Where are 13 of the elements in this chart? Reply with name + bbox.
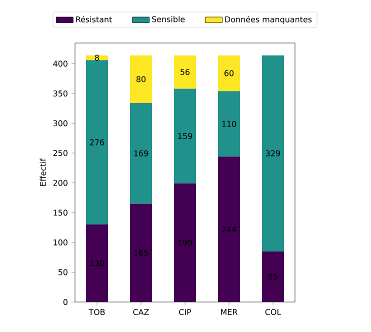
bar [218, 55, 240, 92]
bar [262, 55, 284, 252]
bar [86, 224, 108, 302]
bar [130, 204, 152, 302]
bar [130, 55, 152, 103]
bar [262, 251, 284, 302]
bar [130, 102, 152, 204]
bar [218, 156, 240, 302]
bar [174, 55, 196, 89]
bar [174, 183, 196, 302]
bar [86, 60, 108, 225]
bar [218, 91, 240, 157]
bar [174, 88, 196, 184]
